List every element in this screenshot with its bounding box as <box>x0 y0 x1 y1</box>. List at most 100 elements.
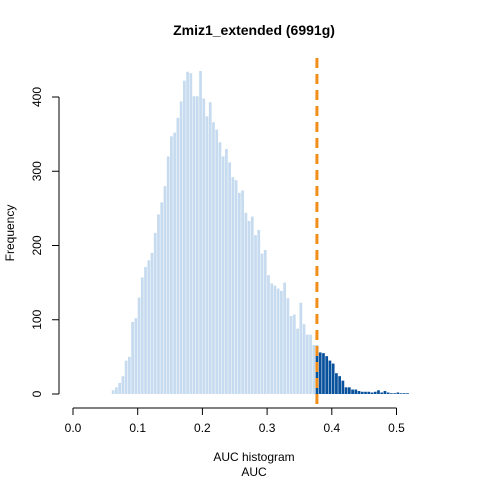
x-axis-tick-label: 0.1 <box>129 421 146 435</box>
histogram-bar <box>276 288 280 394</box>
x-axis-tick-label: 0.5 <box>388 421 405 435</box>
histogram-bar <box>124 360 128 394</box>
histogram-bar <box>302 324 306 394</box>
y-axis-tick-label: 100 <box>30 309 44 329</box>
y-axis-tick-label: 200 <box>30 235 44 255</box>
histogram-bar <box>257 229 261 394</box>
histogram-bar <box>192 96 196 394</box>
histogram-bar <box>309 334 312 394</box>
histogram-bar <box>267 275 270 394</box>
histogram-bar <box>390 393 393 394</box>
histogram-bar <box>144 267 147 394</box>
histogram-bars <box>111 71 409 395</box>
histogram-bar <box>160 202 164 394</box>
x-axis-label: AUC histogram <box>213 450 294 464</box>
histogram-bar <box>380 392 384 394</box>
histogram-bar <box>360 391 364 394</box>
histogram-bar <box>202 98 206 394</box>
histogram-bar <box>370 392 374 394</box>
histogram-bar <box>166 156 170 394</box>
histogram-bar <box>260 253 264 394</box>
histogram-bar <box>247 221 251 394</box>
histogram-bar <box>186 71 189 394</box>
histogram-bar <box>373 391 377 394</box>
histogram-bar <box>189 73 193 395</box>
histogram-bar <box>402 393 406 394</box>
histogram-bar <box>377 390 380 394</box>
histogram-bar <box>296 328 299 394</box>
histogram-bar <box>322 353 325 394</box>
histogram-bar <box>406 393 409 394</box>
histogram-bar <box>173 132 177 394</box>
histogram-bar <box>289 316 293 394</box>
histogram-bar <box>351 389 354 394</box>
histogram-bar <box>157 214 160 394</box>
histogram-bar <box>163 186 167 394</box>
x-axis: 0.0 0.1 0.2 0.3 0.4 0.5 <box>65 407 405 435</box>
x-axis-tick-label: 0.3 <box>259 421 276 435</box>
histogram-bar <box>254 235 257 394</box>
histogram-bar <box>344 387 348 394</box>
histogram-bar <box>335 373 338 394</box>
y-axis-tick-label: 300 <box>30 161 44 181</box>
histogram-bar <box>341 380 345 394</box>
histogram-bar <box>128 356 131 395</box>
histogram-bar <box>241 190 244 394</box>
histogram-bar <box>244 212 248 394</box>
histogram-bar <box>208 102 212 394</box>
y-axis: 0 100 200 300 400 <box>30 87 60 397</box>
histogram-bar <box>325 356 329 394</box>
histogram-bar <box>179 101 183 394</box>
histogram-bar <box>250 216 254 394</box>
histogram-bar <box>312 345 316 394</box>
histogram-bar <box>153 232 157 394</box>
histogram-bar <box>140 277 144 394</box>
histogram-bar <box>292 314 296 394</box>
histogram-bar <box>347 387 351 394</box>
x-axis-tick-label: 0.2 <box>194 421 211 435</box>
histogram-bar <box>386 392 390 394</box>
y-axis-label: Frequency <box>3 205 17 262</box>
histogram-bar <box>205 116 209 394</box>
histogram-bar <box>286 298 290 394</box>
x-axis-tick-label: 0.0 <box>65 421 82 435</box>
x-axis-tick-label: 0.4 <box>323 421 340 435</box>
histogram-bar <box>195 96 199 394</box>
histogram-bar <box>118 382 122 394</box>
histogram-bar <box>328 360 332 394</box>
histogram-bar <box>273 285 277 394</box>
y-axis-tick-label: 0 <box>30 390 44 397</box>
histogram-bar <box>115 387 118 394</box>
histogram-bar <box>225 148 228 394</box>
histogram-bar <box>305 334 309 394</box>
histogram-bar <box>131 321 134 394</box>
histogram-bar <box>383 391 387 394</box>
histogram-bar <box>338 376 341 394</box>
histogram-bar <box>283 282 286 395</box>
x-axis-label-secondary: AUC <box>241 465 267 479</box>
histogram-bar <box>237 192 241 394</box>
histogram-bar <box>396 392 400 394</box>
histogram-bar <box>215 129 219 395</box>
histogram-bar <box>280 290 283 394</box>
histogram-bar <box>137 297 141 394</box>
histogram-bar <box>357 391 361 394</box>
histogram-bar <box>263 249 267 394</box>
histogram-bar <box>150 252 154 394</box>
histogram-bar <box>331 363 335 394</box>
histogram-bar <box>182 80 186 394</box>
histogram-bar <box>121 376 125 394</box>
histogram-bar <box>170 136 173 394</box>
histogram-bar <box>270 283 274 394</box>
histogram-bar <box>354 389 358 394</box>
histogram-bar <box>134 318 138 394</box>
histogram-bar <box>231 177 235 394</box>
histogram-bar <box>218 142 222 394</box>
histogram-bar <box>147 260 151 394</box>
histogram-bar <box>399 393 403 394</box>
histogram-bar <box>212 122 215 394</box>
histogram-bar <box>176 117 180 394</box>
histogram-bar <box>364 391 367 394</box>
histogram-bar <box>221 156 225 394</box>
